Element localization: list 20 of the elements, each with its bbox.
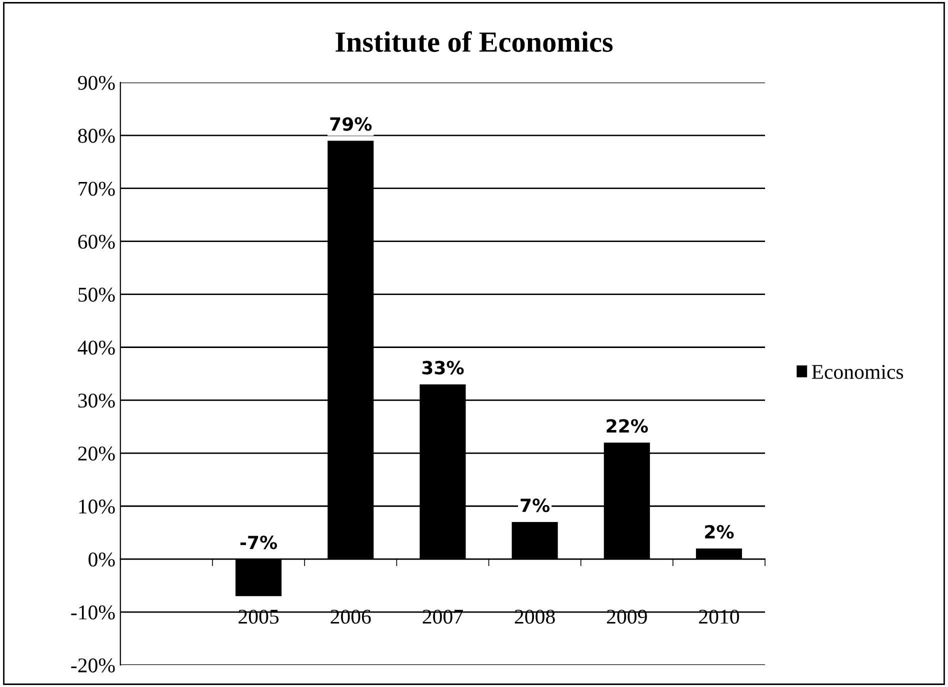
text: 7% [520,498,550,512]
chart-title: Institute of Economics [336,31,613,52]
y-tick-label: 60% [78,234,115,249]
legend-label: Economics [812,364,904,379]
text: 33% [422,360,464,374]
text: -7% [240,536,278,550]
y-tick-label: 40% [78,340,115,355]
y-tick-label: 30% [78,394,115,408]
y-tick-label: 90% [78,76,115,90]
y-tick-label: -10% [71,605,115,620]
text: 22% [606,419,648,433]
y-tick-label: 70% [78,182,115,196]
y-tick-label: 0% [88,552,115,567]
y-tick-label: 80% [78,128,115,143]
y-tick-label: -20% [71,658,115,673]
text: 79% [330,117,372,131]
y-tick-label: 10% [79,500,115,514]
y-tick-label: 50% [78,288,115,302]
y-tick-label: 20% [78,446,115,461]
text: 2% [705,524,734,539]
